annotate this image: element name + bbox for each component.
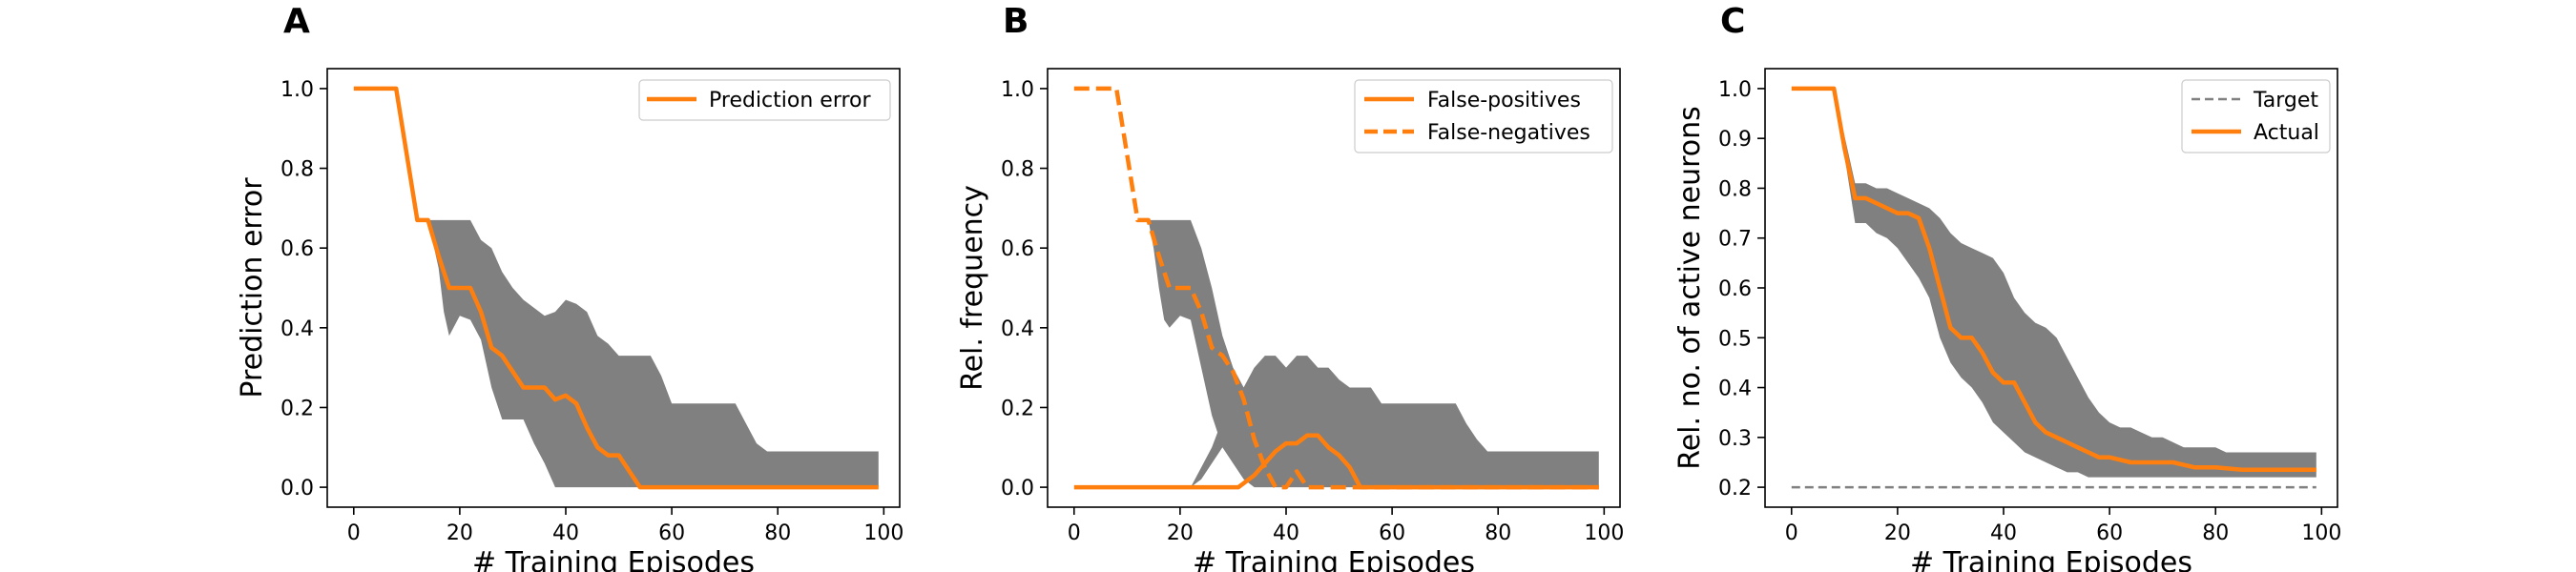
- y-tick-label-c-1-0: 1.0: [1718, 78, 1752, 102]
- x-tick-label-c-60: 60: [2096, 521, 2123, 545]
- y-tick-label-c-0-6: 0.6: [1718, 277, 1752, 301]
- legend-box-b: [1354, 79, 1613, 153]
- y-tick-label-a-1-0: 1.0: [280, 78, 314, 102]
- panel-c: C 0 20 40 60 80 100 0.2 0.3 0.4 0.5 0.6 0.7 0.8 0.9 1.…: [1673, 2, 2341, 572]
- y-axis-title-a: Prediction error: [236, 177, 269, 398]
- legend-label-false-positives: False-positives: [1427, 89, 1581, 112]
- series-line-false-negatives: [1073, 86, 1599, 490]
- x-tick-label-a-0: 0: [347, 521, 361, 545]
- x-tick-label-a-60: 60: [658, 521, 685, 545]
- legend-c: Target Actual: [2181, 79, 2331, 153]
- x-tick-label-b-40: 40: [1273, 521, 1299, 545]
- plot-area-b: 0 20 40 60 80 100 0.0 0.2 0.4 0.6 0.8 1.0: [1001, 78, 1624, 545]
- legend-box-a: [638, 79, 891, 121]
- y-tick-label-b-1-0: 1.0: [1001, 78, 1034, 102]
- legend-a: Prediction error: [638, 79, 891, 121]
- y-tick-label-a-0-2: 0.2: [280, 397, 314, 420]
- legend-label-target: Target: [2253, 89, 2318, 112]
- legend-label-actual: Actual: [2254, 121, 2319, 145]
- plot-area-c: 0 20 40 60 80 100 0.2 0.3 0.4 0.5 0.6 0.7 0.8 0.9 1.0: [1718, 78, 2341, 545]
- x-tick-label-c-0: 0: [1785, 521, 1798, 545]
- y-tick-label-a-0-6: 0.6: [280, 237, 314, 261]
- variance-band-c: [1791, 88, 2316, 478]
- x-tick-label-c-40: 40: [1990, 521, 2017, 545]
- plot-area-a: 0 20 40 60 80 100 0.0 0.2 0.4 0.6 0.8 1.0: [280, 78, 904, 545]
- x-axis-title-a: # Training Episodes: [472, 546, 755, 572]
- y-tick-label-c-0-8: 0.8: [1718, 177, 1752, 201]
- x-tick-label-a-80: 80: [764, 521, 791, 545]
- y-tick-label-b-0-6: 0.6: [1001, 237, 1034, 261]
- x-tick-label-c-20: 20: [1884, 521, 1911, 545]
- x-axis-title-b: # Training Episodes: [1193, 546, 1475, 572]
- legend-b: False-positives False-negatives: [1354, 79, 1613, 153]
- panel-letter-b: B: [1003, 2, 1028, 41]
- panel-letter-c: C: [1720, 2, 1745, 41]
- y-tick-label-c-0-2: 0.2: [1718, 477, 1752, 500]
- panel-b: B 0 20 40 60 80 100 0.0 0.2 0.4 0.6 0.8 1.0 # Train…: [956, 2, 1624, 572]
- x-tick-label-c-100: 100: [2301, 521, 2341, 545]
- x-tick-label-b-20: 20: [1167, 521, 1194, 545]
- x-tick-label-b-100: 100: [1584, 521, 1624, 545]
- series-line-actual: [1791, 86, 2316, 473]
- axes-frame-c: [1764, 68, 2338, 508]
- y-tick-label-c-0-5: 0.5: [1718, 327, 1752, 351]
- y-tick-label-c-0-7: 0.7: [1718, 228, 1752, 252]
- x-axis-title-c: # Training Episodes: [1910, 546, 2192, 572]
- y-tick-label-a-0-4: 0.4: [280, 317, 314, 341]
- x-tick-label-a-100: 100: [863, 521, 904, 545]
- y-axis-title-b: Rel. frequency: [956, 185, 989, 391]
- legend-label-false-negatives: False-negatives: [1427, 121, 1590, 145]
- x-tick-label-b-60: 60: [1379, 521, 1405, 545]
- panel-letter-a: A: [283, 2, 310, 41]
- x-tick-label-c-80: 80: [2202, 521, 2229, 545]
- x-tick-label-b-0: 0: [1068, 521, 1081, 545]
- y-tick-label-b-0-2: 0.2: [1001, 397, 1034, 420]
- legend-label-prediction-error: Prediction error: [709, 89, 871, 112]
- x-tick-label-a-40: 40: [552, 521, 579, 545]
- y-tick-label-b-0-0: 0.0: [1001, 477, 1034, 500]
- panel-a: A 0 20 40 60 80 100 0.0 0.2 0.4 0.6 0.8 1.0 # Train…: [236, 2, 904, 572]
- y-tick-label-c-0-9: 0.9: [1718, 128, 1752, 152]
- y-tick-label-b-0-4: 0.4: [1001, 317, 1034, 341]
- y-tick-label-a-0-0: 0.0: [280, 477, 314, 500]
- variance-band-secondary-b: [1191, 367, 1255, 488]
- y-tick-label-b-0-8: 0.8: [1001, 158, 1034, 182]
- y-tick-label-a-0-8: 0.8: [280, 158, 314, 182]
- x-tick-label-b-80: 80: [1485, 521, 1511, 545]
- axes-frame-b: [1047, 68, 1621, 508]
- y-axis-title-c: Rel. no. of active neurons: [1673, 106, 1707, 470]
- x-tick-label-a-20: 20: [447, 521, 473, 545]
- y-tick-label-c-0-3: 0.3: [1718, 427, 1752, 451]
- axes-frame-a: [326, 68, 901, 508]
- y-tick-label-c-0-4: 0.4: [1718, 378, 1752, 401]
- variance-band-b: [1148, 219, 1599, 488]
- series-line-prediction-error: [353, 86, 879, 490]
